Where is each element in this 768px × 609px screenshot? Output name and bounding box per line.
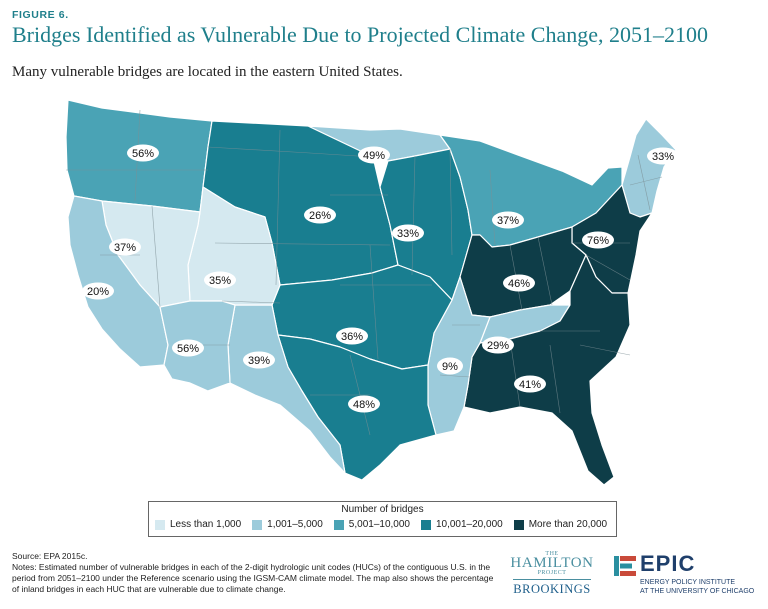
legend-title: Number of bridges xyxy=(341,504,424,515)
svg-text:29%: 29% xyxy=(487,340,509,352)
figure-label: FIGURE 6. xyxy=(12,9,69,21)
pct-new-england: 33% xyxy=(647,147,679,165)
pct-souris-red-rainy: 49% xyxy=(358,146,390,164)
legend-item-less-than-1000: Less than 1,000 xyxy=(155,519,241,530)
pct-missouri: 26% xyxy=(304,206,336,224)
pct-lower-colorado: 56% xyxy=(172,339,204,357)
svg-text:37%: 37% xyxy=(114,242,136,254)
svg-text:33%: 33% xyxy=(652,151,674,163)
svg-text:76%: 76% xyxy=(587,235,609,247)
pct-texas-gulf: 48% xyxy=(348,395,380,413)
legend-item-more-than-20000: More than 20,000 xyxy=(513,519,608,530)
legend-label: 5,001–10,000 xyxy=(348,519,410,530)
svg-text:46%: 46% xyxy=(508,278,530,290)
epic-mark-icon xyxy=(614,556,636,576)
svg-text:9%: 9% xyxy=(442,361,458,373)
epic-wordmark: EPIC xyxy=(640,551,696,576)
notes-text: Notes: Estimated number of vulnerable br… xyxy=(12,562,494,594)
region-california xyxy=(67,195,169,368)
svg-text:56%: 56% xyxy=(132,148,154,160)
hamilton-the: THE xyxy=(545,551,559,557)
hamilton-project: PROJECT xyxy=(537,570,567,576)
legend-swatch xyxy=(333,519,344,530)
pct-great-basin: 37% xyxy=(109,238,141,256)
legend-label: 1,001–5,000 xyxy=(267,519,323,530)
source-note: Source: EPA 2015c. xyxy=(12,551,88,561)
legend-label: 10,001–20,000 xyxy=(435,519,503,530)
legend-label: More than 20,000 xyxy=(528,519,608,530)
figure-title: Bridges Identified as Vulnerable Due to … xyxy=(12,22,708,47)
pct-pacific-northwest: 56% xyxy=(127,144,159,162)
pct-upper-mississippi: 33% xyxy=(392,224,424,242)
brookings-wordmark: BROOKINGS xyxy=(513,579,591,597)
legend-item-1001-5000: 1,001–5,000 xyxy=(252,519,323,530)
pct-upper-colorado: 35% xyxy=(204,271,236,289)
legend-item-5001-10000: 5,001–10,000 xyxy=(333,519,410,530)
legend-item-10001-20000: 10,001–20,000 xyxy=(420,519,503,530)
pct-great-lakes: 37% xyxy=(492,211,524,229)
legend-label: Less than 1,000 xyxy=(170,519,242,530)
svg-text:26%: 26% xyxy=(309,210,331,222)
epic-logo: EPIC ENERGY POLICY INSTITUTE AT THE UNIV… xyxy=(614,551,764,602)
svg-text:39%: 39% xyxy=(248,355,270,367)
state-boundaries xyxy=(66,109,663,436)
legend-items: Less than 1,000 1,001–5,000 5,001–10,000… xyxy=(155,519,612,530)
legend-swatch xyxy=(155,519,165,530)
svg-text:49%: 49% xyxy=(363,150,385,162)
region-rio-grande xyxy=(227,304,346,474)
svg-text:41%: 41% xyxy=(519,379,541,391)
svg-text:33%: 33% xyxy=(397,228,419,240)
region-new-england xyxy=(621,118,677,218)
map-legend: Number of bridges Less than 1,000 1,001–… xyxy=(148,501,617,537)
pct-california: 20% xyxy=(82,282,114,300)
svg-text:20%: 20% xyxy=(87,286,109,298)
legend-swatch xyxy=(420,519,431,530)
svg-text:35%: 35% xyxy=(209,275,231,287)
epic-tagline-2: AT THE UNIVERSITY OF CHICAGO xyxy=(640,588,755,595)
pct-rio-grande: 39% xyxy=(243,351,275,369)
hamilton-project-logo: THE HAMILTON PROJECT BROOKINGS xyxy=(502,551,602,601)
pct-ohio: 46% xyxy=(503,274,535,292)
svg-text:56%: 56% xyxy=(177,343,199,355)
svg-text:37%: 37% xyxy=(497,215,519,227)
epic-tagline-1: ENERGY POLICY INSTITUTE xyxy=(640,579,736,586)
svg-text:36%: 36% xyxy=(341,331,363,343)
legend-swatch xyxy=(513,519,524,530)
pct-mid-atlantic: 76% xyxy=(582,231,614,249)
pct-arkansas-white-red: 36% xyxy=(336,327,368,345)
figure-subtitle: Many vulnerable bridges are located in t… xyxy=(12,64,403,80)
pct-tennessee: 29% xyxy=(482,336,514,354)
pct-south-atlantic-gulf: 41% xyxy=(514,375,546,393)
hamilton-name: HAMILTON xyxy=(510,555,594,571)
us-bridge-vulnerability-map: 56% 26% 49% 37% 33% 76% 33% 46% 37% 35% … xyxy=(65,99,679,486)
legend-swatch xyxy=(252,519,263,530)
pct-lower-mississippi: 9% xyxy=(437,357,463,375)
svg-text:48%: 48% xyxy=(353,399,375,411)
